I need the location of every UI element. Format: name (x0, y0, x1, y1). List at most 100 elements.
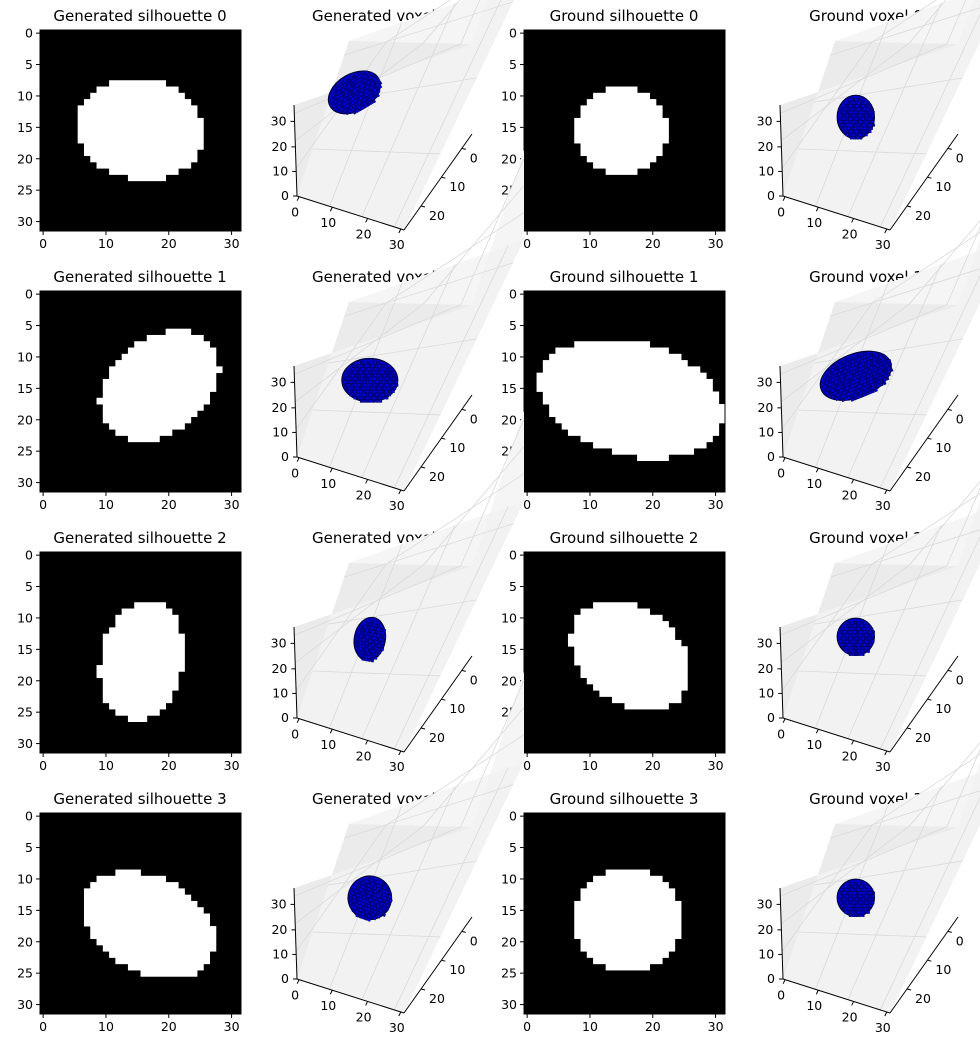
y-tick-label: 20 (17, 934, 33, 949)
voxel-cube (879, 365, 884, 370)
voxel-cube (356, 97, 361, 102)
grid-line (946, 226, 980, 305)
voxel-cube (858, 133, 862, 137)
x-tick-mark (851, 1001, 855, 1006)
voxel-cube (854, 361, 858, 366)
voxel-cube (874, 388, 878, 393)
voxel-cube (351, 107, 355, 112)
voxel-cube (374, 913, 378, 918)
voxel-cube (862, 123, 866, 127)
voxel-cube (371, 364, 375, 368)
voxel-cube (375, 393, 379, 397)
voxel-cube (849, 643, 853, 647)
voxel-cube (855, 114, 859, 118)
voxel-cube (848, 360, 853, 365)
voxel-cube (860, 356, 864, 360)
voxel-cube (360, 881, 365, 886)
silhouette-pixel-run (109, 702, 167, 710)
voxel-cube (355, 367, 358, 371)
voxel-cube (367, 367, 371, 371)
voxel-cube (866, 367, 871, 371)
x-tick-mark (365, 218, 369, 223)
voxel-cube (372, 652, 376, 657)
voxel-cube (349, 82, 354, 87)
x-axis-line (782, 717, 891, 753)
voxel-cube (366, 399, 370, 403)
y-tick-label: 20 (17, 151, 33, 166)
voxel-cube (374, 656, 378, 660)
voxel-cube (859, 891, 863, 895)
voxel-cube (848, 385, 852, 389)
y-tick-label: 30 (17, 475, 33, 490)
voxel-cube (852, 390, 857, 394)
voxel-cube (379, 399, 383, 403)
voxel-cube (873, 367, 878, 372)
silhouette-pixel-run (637, 454, 669, 461)
y-tick-mark (947, 147, 952, 150)
voxel-cube (355, 883, 359, 887)
y-tick-mark (927, 698, 932, 701)
voxel-cube (371, 892, 375, 896)
panel-title: Ground silhouette 2 (550, 529, 699, 547)
y-tick-label: 5 (25, 840, 33, 855)
y-tick-label: 10 (935, 701, 951, 716)
silhouette-pixel-run (96, 665, 185, 672)
silhouette-pixel-run (109, 80, 167, 87)
grid-line (780, 303, 910, 403)
y-tick-label: 0 (956, 933, 964, 948)
voxel-cube (356, 75, 361, 80)
grid-line (423, 707, 525, 827)
voxel-blob (836, 878, 876, 918)
voxel-cube (375, 377, 379, 381)
voxel-cube (383, 367, 387, 371)
voxel-cube (357, 374, 361, 378)
x-tick-mark (296, 457, 300, 462)
voxel-cube (387, 901, 392, 906)
voxel-cube (365, 84, 370, 89)
voxel-cube (377, 650, 382, 654)
voxel-cube (376, 89, 381, 94)
y-axis-line (889, 394, 959, 492)
x-tick-label: 20 (161, 1019, 177, 1034)
x-tick-label: 0 (39, 497, 47, 512)
voxel-cube (846, 123, 850, 127)
y-tick-mark (906, 205, 912, 208)
x-tick-label: 10 (98, 236, 114, 251)
voxel-cube (364, 641, 369, 646)
plot-frame (523, 551, 726, 754)
y-tick-label: 20 (429, 730, 445, 745)
voxel-cube (380, 364, 384, 368)
voxel-cube (855, 104, 859, 108)
voxel-cube (864, 361, 869, 366)
voxel-cube (872, 361, 877, 366)
voxel-cube (355, 903, 359, 908)
silhouette-pixel-run (542, 366, 701, 374)
voxel-cube (841, 646, 845, 650)
silhouette-pixel-run (536, 378, 713, 386)
voxel-cube (355, 364, 359, 368)
voxel-cube (368, 94, 373, 99)
voxel-cube (371, 646, 375, 650)
grid-line (294, 564, 424, 664)
voxel-cube (848, 653, 852, 656)
voxel-cube (865, 377, 870, 382)
voxel-cube (861, 894, 865, 898)
voxel-cube (334, 87, 339, 92)
voxel-cube (382, 635, 387, 639)
silhouette-pixel-run (90, 926, 217, 933)
voxel-cube (378, 84, 383, 89)
y-tick-label: 15 (17, 903, 33, 918)
voxel-cube (861, 114, 865, 118)
silhouette-pixel-run (574, 621, 669, 628)
z-axis-line (779, 365, 784, 458)
x-tick-mark (782, 979, 786, 984)
voxel-cube (364, 899, 368, 904)
voxel-cube (850, 107, 854, 111)
silhouette-pixel-run (574, 627, 676, 635)
voxel-cube (352, 85, 357, 90)
voxel-cube (355, 640, 359, 644)
voxel-cube (877, 352, 882, 357)
voxel-cube (828, 382, 832, 387)
voxel-cube (861, 104, 865, 108)
grid-line (328, 599, 477, 625)
